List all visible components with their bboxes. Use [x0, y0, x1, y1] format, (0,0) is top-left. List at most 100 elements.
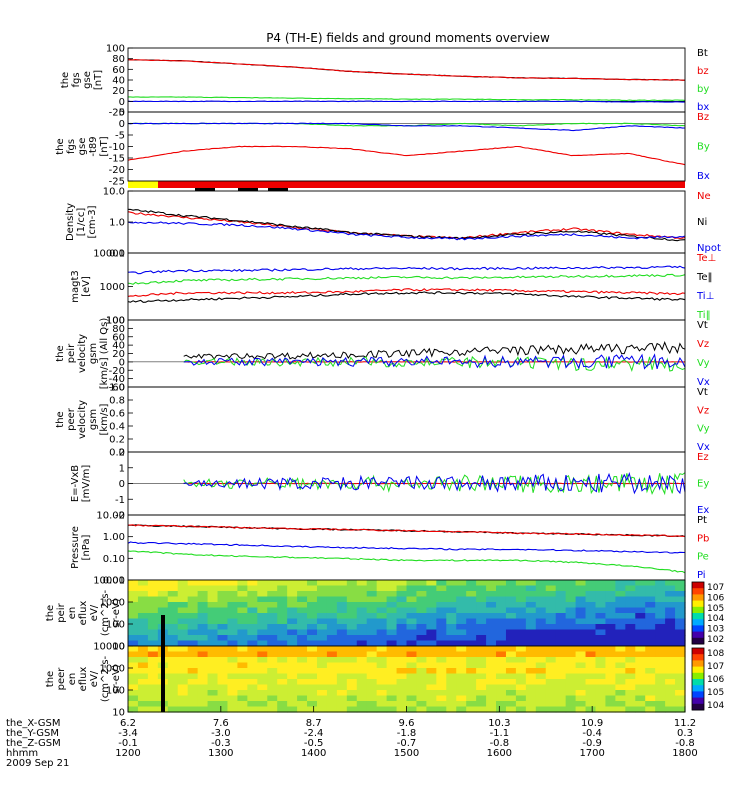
heatmap-cell: [525, 651, 537, 658]
heatmap-cell: [247, 668, 258, 675]
heatmap-cell: [406, 662, 418, 669]
colorbar-frame: [691, 581, 705, 645]
heatmap-cell: [366, 596, 378, 603]
heatmap-cell: [505, 684, 517, 691]
heatmap-cell: [247, 624, 258, 631]
heatmap-cell: [207, 624, 219, 631]
heatmap-cell: [396, 657, 408, 664]
heatmap-cell: [446, 651, 457, 658]
heatmap-cell: [426, 701, 437, 708]
heatmap-cell: [545, 635, 557, 642]
heatmap-cell: [515, 607, 527, 614]
heatmap-cell: [406, 668, 418, 675]
y-tick-label: -10: [109, 142, 125, 153]
heatmap-cell: [505, 602, 517, 609]
heatmap-cell: [525, 591, 537, 598]
heatmap-cell: [257, 585, 268, 592]
heatmap-cell: [505, 613, 517, 620]
heatmap-cell: [287, 640, 298, 647]
heatmap-cell: [297, 701, 308, 708]
heatmap-cell: [416, 706, 427, 713]
heatmap-cell: [247, 662, 258, 669]
heatmap-cell: [605, 635, 616, 642]
heatmap-cell: [545, 618, 557, 625]
heatmap-cell: [645, 596, 656, 603]
series-line-Te⊥: [127, 288, 686, 297]
heatmap-cell: [426, 624, 437, 631]
heatmap-cell: [535, 657, 547, 664]
heatmap-cell: [466, 624, 477, 631]
heatmap-cell: [217, 580, 229, 587]
heatmap-cell: [128, 618, 139, 625]
heatmap-cell: [277, 662, 288, 669]
heatmap-cell: [675, 695, 686, 702]
heatmap-cell: [486, 657, 497, 664]
heatmap-cell: [565, 607, 577, 614]
heatmap-cell: [177, 635, 189, 642]
heatmap-cell: [625, 585, 636, 592]
heatmap-cell: [406, 706, 418, 713]
heatmap-cell: [476, 602, 487, 609]
heatmap-cell: [525, 618, 537, 625]
legend-Te⊥: Te⊥: [696, 253, 716, 264]
heatmap-cell: [496, 580, 507, 587]
legend-Vx: Vx: [697, 377, 710, 388]
heatmap-cell: [336, 580, 348, 587]
heatmap-cell: [476, 580, 487, 587]
x-row-label: the_Z-GSM: [6, 738, 61, 749]
heatmap-cell: [187, 580, 199, 587]
colorbar-label: 105: [707, 604, 724, 614]
heatmap-cell: [535, 684, 547, 691]
heatmap-cell: [356, 679, 368, 686]
heatmap-cell: [237, 673, 248, 680]
heatmap-cell: [426, 635, 437, 642]
heatmap-cell: [297, 684, 308, 691]
heatmap-cell: [655, 673, 666, 680]
heatmap-cell: [137, 673, 149, 680]
heatmap-cell: [386, 673, 398, 680]
heatmap-cell: [476, 706, 487, 713]
heatmap-cell: [535, 618, 547, 625]
x-row-value: -0.3: [211, 738, 231, 749]
heatmap-cell: [406, 684, 418, 691]
heatmap-cell: [147, 596, 159, 603]
heatmap-cell: [247, 618, 258, 625]
heatmap-cell: [167, 618, 179, 625]
heatmap-cell: [376, 706, 388, 713]
heatmap-cell: [545, 651, 557, 658]
heatmap-cell: [277, 706, 288, 713]
heatmap-cell: [128, 640, 139, 647]
heatmap-cell: [655, 701, 666, 708]
heatmap-cell: [277, 679, 288, 686]
colorbar-label: 104: [707, 701, 724, 711]
heatmap-cell: [167, 690, 179, 697]
heatmap-cell: [167, 585, 179, 592]
heatmap-cell: [675, 651, 686, 658]
heatmap-cell: [277, 640, 288, 647]
heatmap-cell: [615, 690, 626, 697]
heatmap-cell: [396, 673, 408, 680]
series-line-Ey: [183, 472, 686, 496]
heatmap-cell: [157, 602, 169, 609]
heatmap-cell: [356, 629, 368, 636]
heatmap-cell: [605, 657, 616, 664]
heatmap-cell: [456, 602, 467, 609]
heatmap-cell: [386, 618, 398, 625]
heatmap-cell: [515, 629, 527, 636]
heatmap-cell: [247, 591, 258, 598]
heatmap-cell: [416, 651, 427, 658]
heatmap-cell: [595, 690, 607, 697]
y-axis-label: Density: [65, 203, 76, 241]
y-tick-label: 100: [106, 316, 125, 327]
colorbar-label: 103: [707, 625, 724, 635]
heatmap-cell: [316, 662, 328, 669]
heatmap-cell: [446, 690, 457, 697]
heatmap-cell: [227, 679, 239, 686]
y-tick-label: 100: [106, 316, 125, 327]
heatmap-cell: [267, 613, 278, 620]
colorbar-segment: [692, 619, 704, 626]
heatmap-cell: [257, 662, 268, 669]
heatmap-cell: [326, 596, 338, 603]
y-axis-label: the: [45, 671, 56, 687]
